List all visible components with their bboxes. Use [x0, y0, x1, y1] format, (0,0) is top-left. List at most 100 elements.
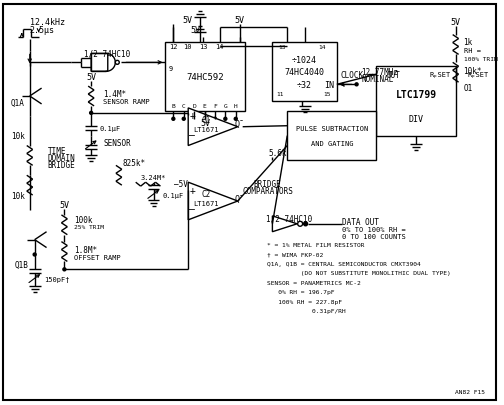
Text: AN82 F15: AN82 F15: [455, 389, 485, 394]
Text: 100% TRIM: 100% TRIM: [464, 57, 497, 62]
Text: LTC1799: LTC1799: [396, 90, 436, 100]
Text: 14: 14: [318, 45, 326, 50]
Text: 12.77MHz: 12.77MHz: [361, 68, 399, 77]
Text: —5V: —5V: [174, 179, 188, 188]
Text: O1: O1: [464, 83, 473, 92]
Text: Q̄: Q̄: [235, 194, 245, 203]
Circle shape: [63, 268, 66, 271]
Circle shape: [224, 118, 227, 121]
Text: 5V: 5V: [235, 16, 245, 25]
Text: SENSOR = PANAMETRICS MC-2: SENSOR = PANAMETRICS MC-2: [268, 280, 361, 285]
Text: Q1B: Q1B: [15, 260, 29, 269]
Text: 150pF†: 150pF†: [44, 277, 70, 283]
Text: 1/2 74HC10: 1/2 74HC10: [266, 214, 312, 223]
Circle shape: [172, 118, 175, 121]
Text: C1: C1: [202, 115, 211, 124]
Bar: [165, 43, 244, 112]
Text: IN: IN: [324, 81, 334, 90]
Polygon shape: [188, 183, 238, 220]
Text: DOMAIN: DOMAIN: [47, 153, 75, 162]
Text: Q1A, Q1B = CENTRAL SEMICONDUCTOR CMXT3904: Q1A, Q1B = CENTRAL SEMICONDUCTOR CMXT390…: [268, 261, 421, 266]
Text: B: B: [171, 104, 175, 109]
Text: Q1A: Q1A: [11, 99, 25, 108]
Polygon shape: [272, 216, 297, 232]
Text: DIV: DIV: [409, 115, 423, 124]
Text: 5V: 5V: [451, 18, 461, 27]
Text: H: H: [234, 104, 237, 109]
Circle shape: [214, 118, 216, 121]
Text: 74HC592: 74HC592: [186, 72, 224, 81]
Text: 10: 10: [183, 45, 192, 50]
Text: † = WIMA FKP-02: † = WIMA FKP-02: [268, 252, 324, 257]
Text: D: D: [192, 104, 196, 109]
Text: 5.6k: 5.6k: [268, 149, 287, 158]
Text: 1/2 74HC10: 1/2 74HC10: [84, 50, 130, 59]
Text: CLOCK: CLOCK: [340, 70, 363, 79]
Text: 0% TO 100% RH =: 0% TO 100% RH =: [342, 226, 406, 232]
Text: 5V: 5V: [190, 26, 200, 35]
Text: SENSOR: SENSOR: [103, 139, 131, 148]
Polygon shape: [188, 109, 238, 146]
Text: 2.5μs: 2.5μs: [30, 26, 55, 35]
Text: RₚSET: RₚSET: [468, 72, 489, 78]
Text: PULSE SUBTRACTION: PULSE SUBTRACTION: [296, 126, 368, 132]
Circle shape: [193, 118, 196, 121]
Text: RₚSET: RₚSET: [429, 72, 451, 78]
Text: 9: 9: [168, 66, 172, 72]
Text: 0% RH = 196.7pF: 0% RH = 196.7pF: [268, 290, 335, 294]
Text: SENSOR RAMP: SENSOR RAMP: [103, 99, 150, 105]
Text: 0.31pF/RH: 0.31pF/RH: [268, 308, 346, 313]
Text: 12.4kHz: 12.4kHz: [30, 18, 65, 27]
Text: –: –: [189, 204, 195, 214]
Text: AND GATING: AND GATING: [310, 141, 353, 147]
Text: BRIDGE: BRIDGE: [47, 160, 75, 169]
Text: F: F: [213, 104, 217, 109]
Text: NOMINAL: NOMINAL: [361, 75, 394, 83]
Text: 5V: 5V: [86, 72, 96, 81]
Circle shape: [90, 112, 93, 115]
Text: 15: 15: [323, 91, 331, 96]
Text: 11: 11: [277, 91, 284, 96]
Text: 12: 12: [169, 45, 177, 50]
Text: +: +: [189, 185, 195, 195]
Text: ÷32: ÷32: [297, 81, 311, 90]
Text: 10k: 10k: [11, 191, 25, 200]
Text: TIME: TIME: [47, 147, 66, 156]
Text: LT1671: LT1671: [193, 200, 219, 207]
Text: DATA OUT: DATA OUT: [342, 218, 379, 227]
Text: 100% RH = 227.8pF: 100% RH = 227.8pF: [268, 299, 342, 304]
Bar: [287, 112, 376, 161]
Text: 74HC4040: 74HC4040: [285, 68, 325, 77]
Circle shape: [234, 118, 237, 121]
Circle shape: [182, 118, 185, 121]
Text: 5V: 5V: [182, 16, 192, 25]
Text: 1.8M*: 1.8M*: [74, 245, 97, 254]
Text: 13: 13: [199, 45, 207, 50]
Text: 10k*: 10k*: [464, 66, 482, 76]
Text: OFFSET RAMP: OFFSET RAMP: [74, 255, 121, 261]
Text: 1k: 1k: [464, 38, 473, 47]
Text: –: –: [189, 130, 195, 140]
Text: OUT: OUT: [386, 70, 400, 79]
Bar: [272, 43, 337, 102]
Text: RH =: RH =: [464, 48, 481, 54]
FancyBboxPatch shape: [91, 54, 108, 72]
Text: 13: 13: [279, 45, 286, 50]
Text: 10k: 10k: [11, 132, 25, 141]
Text: C2: C2: [202, 190, 211, 198]
Bar: [376, 67, 456, 136]
Text: 825k*: 825k*: [122, 158, 145, 167]
Text: G: G: [223, 104, 227, 109]
Circle shape: [355, 83, 358, 87]
Text: * = 1% METAL FILM RESISTOR: * = 1% METAL FILM RESISTOR: [268, 243, 365, 247]
Text: 0.1μF: 0.1μF: [162, 193, 183, 198]
Circle shape: [33, 254, 36, 256]
Circle shape: [303, 222, 307, 226]
Text: BRIDGE: BRIDGE: [254, 179, 281, 188]
Text: 25% TRIM: 25% TRIM: [74, 225, 104, 230]
Text: 3.24M*: 3.24M*: [141, 175, 166, 181]
Text: E: E: [203, 104, 207, 109]
Text: 5V: 5V: [200, 119, 210, 128]
Text: 1.4M*: 1.4M*: [103, 90, 126, 98]
Circle shape: [203, 118, 206, 121]
